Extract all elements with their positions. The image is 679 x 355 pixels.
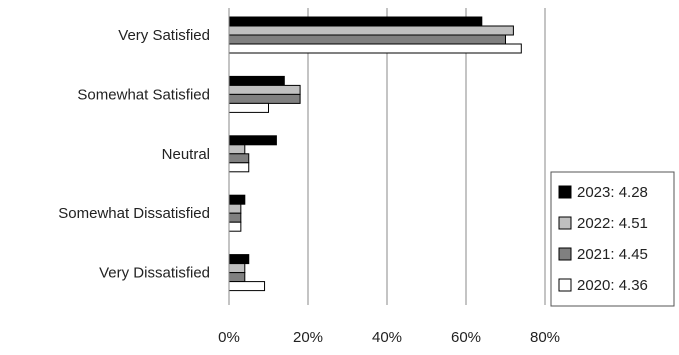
bar: [228, 25, 514, 36]
legend-swatch: [558, 216, 572, 230]
bars: [228, 16, 522, 292]
bar: [228, 281, 266, 292]
bar: [228, 212, 242, 223]
category-label: Neutral: [162, 146, 210, 163]
category-label: Very Satisfied: [118, 27, 210, 44]
bar: [228, 144, 246, 155]
bar: [228, 194, 246, 205]
bar: [228, 16, 483, 27]
legend-swatch: [558, 278, 572, 292]
bar: [228, 221, 242, 232]
bar: [228, 102, 269, 113]
bar: [228, 263, 246, 274]
bar: [228, 43, 522, 54]
category-labels: Very Satisfied Somewhat Satisfied Neutral S…: [58, 27, 210, 282]
legend-swatch: [558, 185, 572, 199]
legend-swatch: [558, 247, 572, 261]
category-label: Very Dissatisfied: [99, 265, 210, 282]
bar: [228, 203, 242, 214]
x-tick-label: 40%: [372, 329, 402, 346]
category-label: Somewhat Dissatisfied: [58, 205, 210, 222]
legend-label: 2020: 4.36: [577, 277, 648, 294]
grid: [307, 8, 546, 305]
x-tick-label: 60%: [451, 329, 481, 346]
legend-label: 2023: 4.28: [577, 184, 648, 201]
x-tick-labels: 0% 20% 40% 60% 80%: [218, 329, 560, 346]
x-tick-label: 0%: [218, 329, 240, 346]
x-tick-label: 20%: [293, 329, 323, 346]
bar: [228, 93, 301, 104]
bar: [228, 153, 250, 164]
legend: 2023: 4.28 2022: 4.51 2021: 4.45 2020: 4.36: [550, 171, 675, 307]
bar: [228, 84, 301, 95]
bar: [228, 75, 285, 86]
bar: [228, 162, 250, 173]
bar: [228, 34, 506, 45]
legend-label: 2021: 4.45: [577, 246, 648, 263]
bar: [228, 272, 246, 283]
x-tick-label: 80%: [530, 329, 560, 346]
legend-label: 2022: 4.51: [577, 215, 648, 232]
category-label: Somewhat Satisfied: [77, 86, 210, 103]
bar: [228, 254, 250, 265]
bar: [228, 135, 277, 146]
